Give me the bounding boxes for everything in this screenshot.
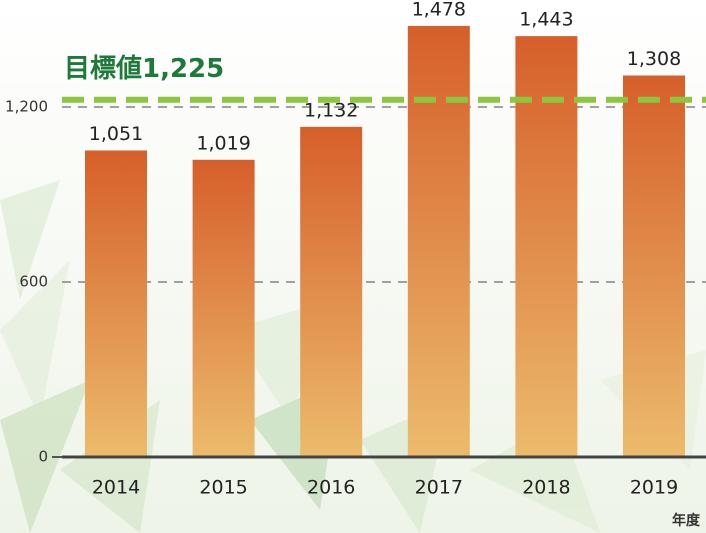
target-label: 目標値1,225 bbox=[64, 54, 224, 84]
x-tick-label: 2016 bbox=[307, 477, 355, 499]
x-axis-label: 年度 bbox=[672, 512, 701, 529]
bar bbox=[192, 159, 255, 457]
x-tick-label: 2019 bbox=[630, 477, 678, 499]
x-tick-label: 2018 bbox=[522, 477, 570, 499]
value-label: 1,132 bbox=[304, 99, 358, 121]
bar bbox=[407, 25, 470, 458]
x-tick-label: 2014 bbox=[92, 477, 140, 499]
bar bbox=[515, 36, 578, 457]
y-tick-label: 600 bbox=[19, 273, 48, 291]
bar bbox=[623, 75, 685, 457]
value-label: 1,019 bbox=[196, 132, 250, 154]
value-label: 1,051 bbox=[89, 123, 143, 145]
x-tick-label: 2015 bbox=[199, 477, 247, 499]
y-tick-label: 0 bbox=[38, 448, 48, 466]
value-label: 1,308 bbox=[627, 48, 681, 70]
value-label: 1,478 bbox=[412, 0, 466, 20]
bar bbox=[85, 150, 147, 458]
y-tick-label: 1,200 bbox=[5, 98, 48, 116]
x-tick-label: 2017 bbox=[415, 477, 463, 499]
value-label: 1,443 bbox=[519, 9, 573, 31]
bar bbox=[300, 126, 363, 457]
